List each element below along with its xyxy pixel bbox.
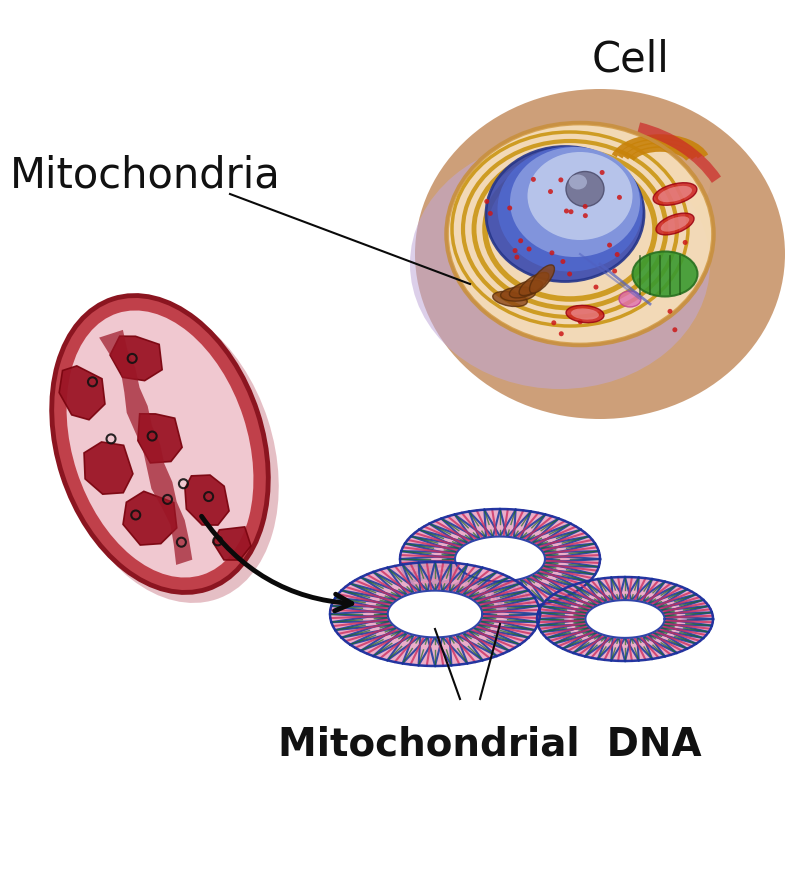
- Ellipse shape: [550, 250, 554, 256]
- Polygon shape: [455, 536, 545, 581]
- Polygon shape: [138, 414, 182, 463]
- Ellipse shape: [653, 182, 697, 206]
- Polygon shape: [330, 562, 540, 666]
- Ellipse shape: [498, 147, 642, 272]
- Ellipse shape: [594, 284, 598, 290]
- Ellipse shape: [58, 301, 278, 603]
- Ellipse shape: [582, 204, 588, 209]
- Ellipse shape: [530, 265, 554, 293]
- Ellipse shape: [558, 332, 564, 336]
- Ellipse shape: [607, 242, 612, 248]
- Ellipse shape: [66, 310, 254, 578]
- Ellipse shape: [658, 186, 692, 202]
- Text: Cell: Cell: [591, 39, 669, 81]
- Polygon shape: [110, 336, 162, 381]
- Ellipse shape: [564, 208, 569, 214]
- Ellipse shape: [583, 213, 588, 218]
- Ellipse shape: [567, 272, 572, 276]
- Ellipse shape: [410, 139, 710, 389]
- Polygon shape: [213, 527, 251, 560]
- Ellipse shape: [569, 174, 587, 190]
- Ellipse shape: [637, 278, 642, 283]
- Ellipse shape: [52, 296, 268, 593]
- Ellipse shape: [656, 213, 694, 235]
- Ellipse shape: [518, 239, 523, 243]
- Ellipse shape: [578, 319, 582, 325]
- Polygon shape: [123, 492, 177, 545]
- Ellipse shape: [519, 273, 549, 296]
- Text: Mitochondria: Mitochondria: [10, 154, 281, 196]
- Ellipse shape: [600, 170, 605, 175]
- Ellipse shape: [551, 320, 556, 325]
- Ellipse shape: [633, 251, 698, 297]
- Polygon shape: [185, 475, 229, 525]
- Ellipse shape: [415, 89, 785, 419]
- Ellipse shape: [548, 189, 553, 194]
- Polygon shape: [400, 509, 600, 609]
- Ellipse shape: [672, 327, 678, 333]
- Ellipse shape: [493, 291, 527, 307]
- Polygon shape: [84, 442, 133, 494]
- Ellipse shape: [617, 195, 622, 200]
- Ellipse shape: [619, 291, 641, 307]
- Ellipse shape: [510, 280, 542, 298]
- Text: Mitochondrial  DNA: Mitochondrial DNA: [278, 726, 702, 764]
- Ellipse shape: [558, 177, 563, 182]
- Ellipse shape: [569, 209, 574, 215]
- Ellipse shape: [561, 259, 566, 264]
- Ellipse shape: [526, 247, 531, 251]
- Polygon shape: [388, 591, 482, 637]
- Polygon shape: [59, 366, 105, 420]
- Ellipse shape: [447, 124, 713, 344]
- Polygon shape: [537, 577, 713, 661]
- Ellipse shape: [661, 216, 690, 232]
- Ellipse shape: [488, 211, 493, 216]
- Ellipse shape: [682, 240, 688, 245]
- Ellipse shape: [531, 177, 536, 181]
- Ellipse shape: [510, 147, 640, 257]
- Ellipse shape: [630, 154, 710, 214]
- Ellipse shape: [571, 308, 599, 320]
- Ellipse shape: [484, 198, 490, 204]
- Polygon shape: [586, 600, 665, 638]
- Ellipse shape: [527, 152, 633, 240]
- Ellipse shape: [513, 248, 518, 253]
- Ellipse shape: [612, 268, 617, 274]
- Ellipse shape: [507, 206, 512, 210]
- Ellipse shape: [486, 147, 644, 282]
- Ellipse shape: [614, 252, 620, 257]
- Ellipse shape: [667, 308, 673, 314]
- Polygon shape: [99, 330, 192, 565]
- Ellipse shape: [566, 172, 604, 207]
- Ellipse shape: [501, 287, 535, 301]
- Ellipse shape: [566, 306, 604, 323]
- Ellipse shape: [514, 255, 519, 259]
